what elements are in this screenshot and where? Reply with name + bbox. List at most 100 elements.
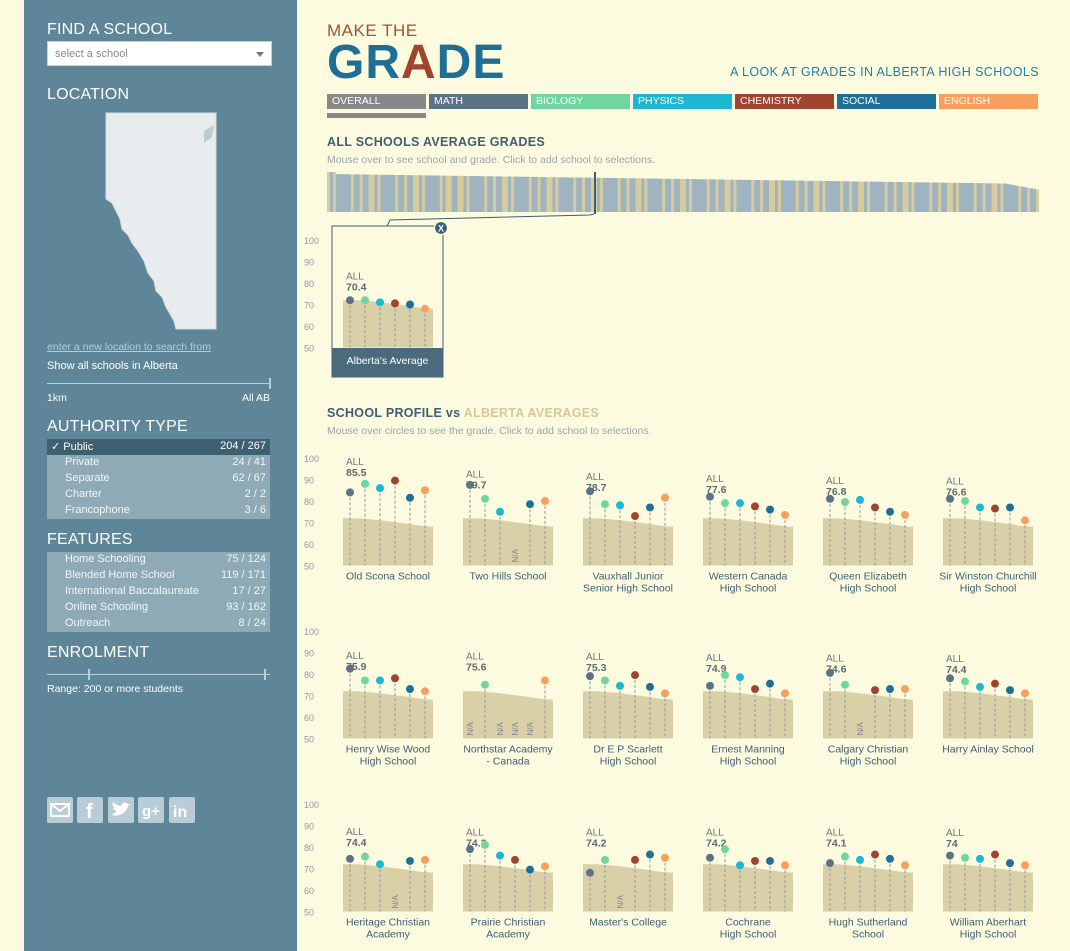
barcode-bar [899, 182, 903, 212]
svg-text:in: in [173, 804, 187, 821]
grade-dot [481, 840, 489, 849]
enrolment-slider-min-handle[interactable] [88, 669, 90, 680]
barcode-bar [513, 176, 518, 212]
all-label: ALL [466, 827, 484, 838]
barcode-bar [332, 172, 337, 212]
barcode-bar [688, 179, 693, 212]
tab-overall[interactable]: OVERALL [327, 94, 426, 109]
grade-dot [976, 854, 984, 863]
grade-dot [826, 494, 834, 503]
feature-item-online[interactable]: Online Schooling 93 / 162 [47, 600, 270, 616]
enrolment-slider-track[interactable] [47, 674, 270, 675]
distance-slider-handle[interactable] [269, 378, 271, 389]
authority-item-charter[interactable]: Charter 2 / 2 [47, 487, 270, 503]
google-plus-icon[interactable]: g+ [138, 797, 164, 823]
barcode-bar [626, 178, 630, 212]
barcode-bar [516, 176, 521, 212]
barcode-bar [647, 178, 651, 212]
barcode-bar [712, 179, 716, 212]
feature-item-ib[interactable]: International Baccalaureate 17 / 27 [47, 584, 270, 600]
grade-dot [841, 680, 849, 689]
grade-dot [646, 503, 654, 512]
barcode-bar [451, 175, 455, 213]
distance-slider-track[interactable] [47, 383, 270, 384]
linkedin-icon[interactable]: in [169, 797, 195, 823]
barcode-bar [374, 174, 378, 212]
tab-biology[interactable]: BIOLOGY [531, 94, 630, 109]
authority-item-separate[interactable]: Separate 62 / 67 [47, 471, 270, 487]
grade-dot [586, 672, 594, 681]
tab-social[interactable]: SOCIAL [837, 94, 936, 109]
all-schools-barcode-chart[interactable] [327, 172, 1039, 218]
school-select-placeholder: select a school [55, 48, 128, 60]
grade-dot [646, 682, 654, 691]
profile-title: SCHOOL PROFILE vs ALBERTA AVERAGES [327, 406, 599, 420]
barcode-bar [861, 181, 865, 212]
enrolment-slider-max-handle[interactable] [264, 669, 266, 680]
barcode-bar [576, 177, 580, 212]
barcode-bar [665, 178, 669, 213]
feature-item-outreach[interactable]: Outreach 8 / 24 [47, 616, 270, 632]
tab-chemistry[interactable]: CHEMISTRY [735, 94, 834, 109]
feature-item-home-schooling[interactable]: Home Schooling 75 / 124 [47, 552, 270, 568]
barcode-bar [979, 183, 983, 212]
grade-dot [496, 507, 504, 516]
authority-item-private[interactable]: Private 24 / 41 [47, 455, 270, 471]
barcode-bar [347, 174, 352, 212]
grade-dot [541, 862, 549, 871]
mail-icon[interactable] [47, 797, 73, 823]
grade-dot [946, 851, 954, 860]
all-label: ALL [946, 476, 964, 487]
feature-item-blended[interactable]: Blended Home School 119 / 171 [47, 568, 270, 584]
distance-min-label: 1km [47, 392, 67, 404]
school-name: Queen Elizabeth [829, 571, 907, 583]
school-select[interactable]: select a school [47, 41, 272, 66]
grade-dot [886, 854, 894, 863]
barcode-bar [386, 174, 390, 212]
facebook-icon[interactable]: f [77, 797, 103, 823]
all-label: ALL [706, 827, 724, 838]
barcode-bar [955, 182, 960, 212]
barcode-bar [531, 176, 535, 212]
new-location-link[interactable]: enter a new location to search from [47, 341, 212, 353]
barcode-bar [691, 179, 696, 212]
barcode-bar [561, 177, 565, 212]
svg-text:f: f [86, 801, 93, 823]
school-name: Sir Winston Churchill [939, 571, 1036, 583]
barcode-bar [528, 176, 532, 212]
barcode-bar [484, 176, 488, 212]
authority-item-francophone[interactable]: Francophone 3 / 6 [47, 503, 270, 519]
barcode-bar [671, 178, 675, 212]
grade-dot [661, 493, 669, 502]
alberta-map[interactable] [104, 111, 219, 331]
authority-item-public[interactable]: ✓ Public 204 / 267 [47, 439, 270, 455]
overall-grade: 74.9 [706, 663, 727, 675]
tab-math[interactable]: MATH [429, 94, 528, 109]
tab-physics[interactable]: PHYSICS [633, 94, 732, 109]
barcode-bar [608, 178, 613, 212]
twitter-icon[interactable] [108, 797, 134, 823]
barcode-bar [1033, 188, 1037, 212]
show-all-schools[interactable]: Show all schools in Alberta [47, 360, 178, 372]
tab-english[interactable]: ENGLISH [939, 94, 1038, 109]
barcode-bar [507, 176, 512, 212]
